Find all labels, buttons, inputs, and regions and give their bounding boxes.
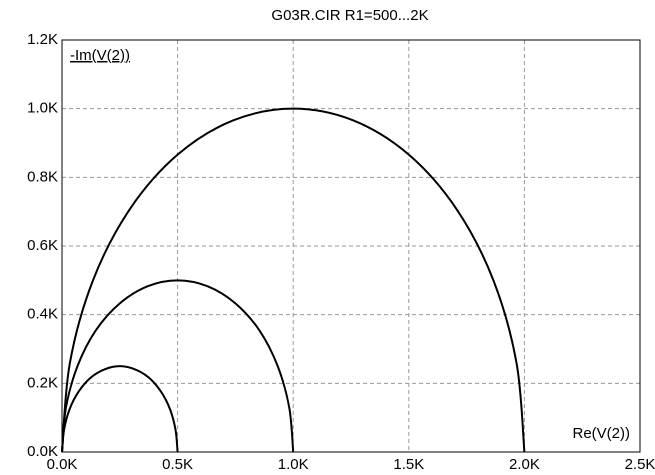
x-tick-label: 2.0K — [509, 456, 540, 473]
curve — [61, 279, 295, 453]
y-tick-label: 0.0K — [27, 443, 58, 460]
y-tick-label: 1.2K — [27, 31, 58, 48]
x-axis-label: Re(V(2)) — [572, 425, 630, 442]
y-tick-label: 1.0K — [27, 100, 58, 117]
plot-frame — [61, 39, 641, 453]
y-tick-label: 0.2K — [27, 374, 58, 391]
curve — [61, 365, 179, 453]
x-tick-label: 1.5K — [393, 456, 424, 473]
x-tick-label: 0.0K — [47, 456, 78, 473]
y-axis-label: -Im(V(2)) — [70, 47, 130, 64]
x-tick-label: 0.5K — [162, 456, 193, 473]
x-tick-label: 2.5K — [625, 456, 655, 473]
x-tick-label: 1.0K — [278, 456, 309, 473]
chart-title: G03R.CIR R1=500...2K — [271, 7, 428, 24]
y-tick-label: 0.8K — [27, 168, 58, 185]
y-tick-label: 0.4K — [27, 306, 58, 323]
y-tick-label: 0.6K — [27, 237, 58, 254]
curve — [61, 107, 526, 453]
